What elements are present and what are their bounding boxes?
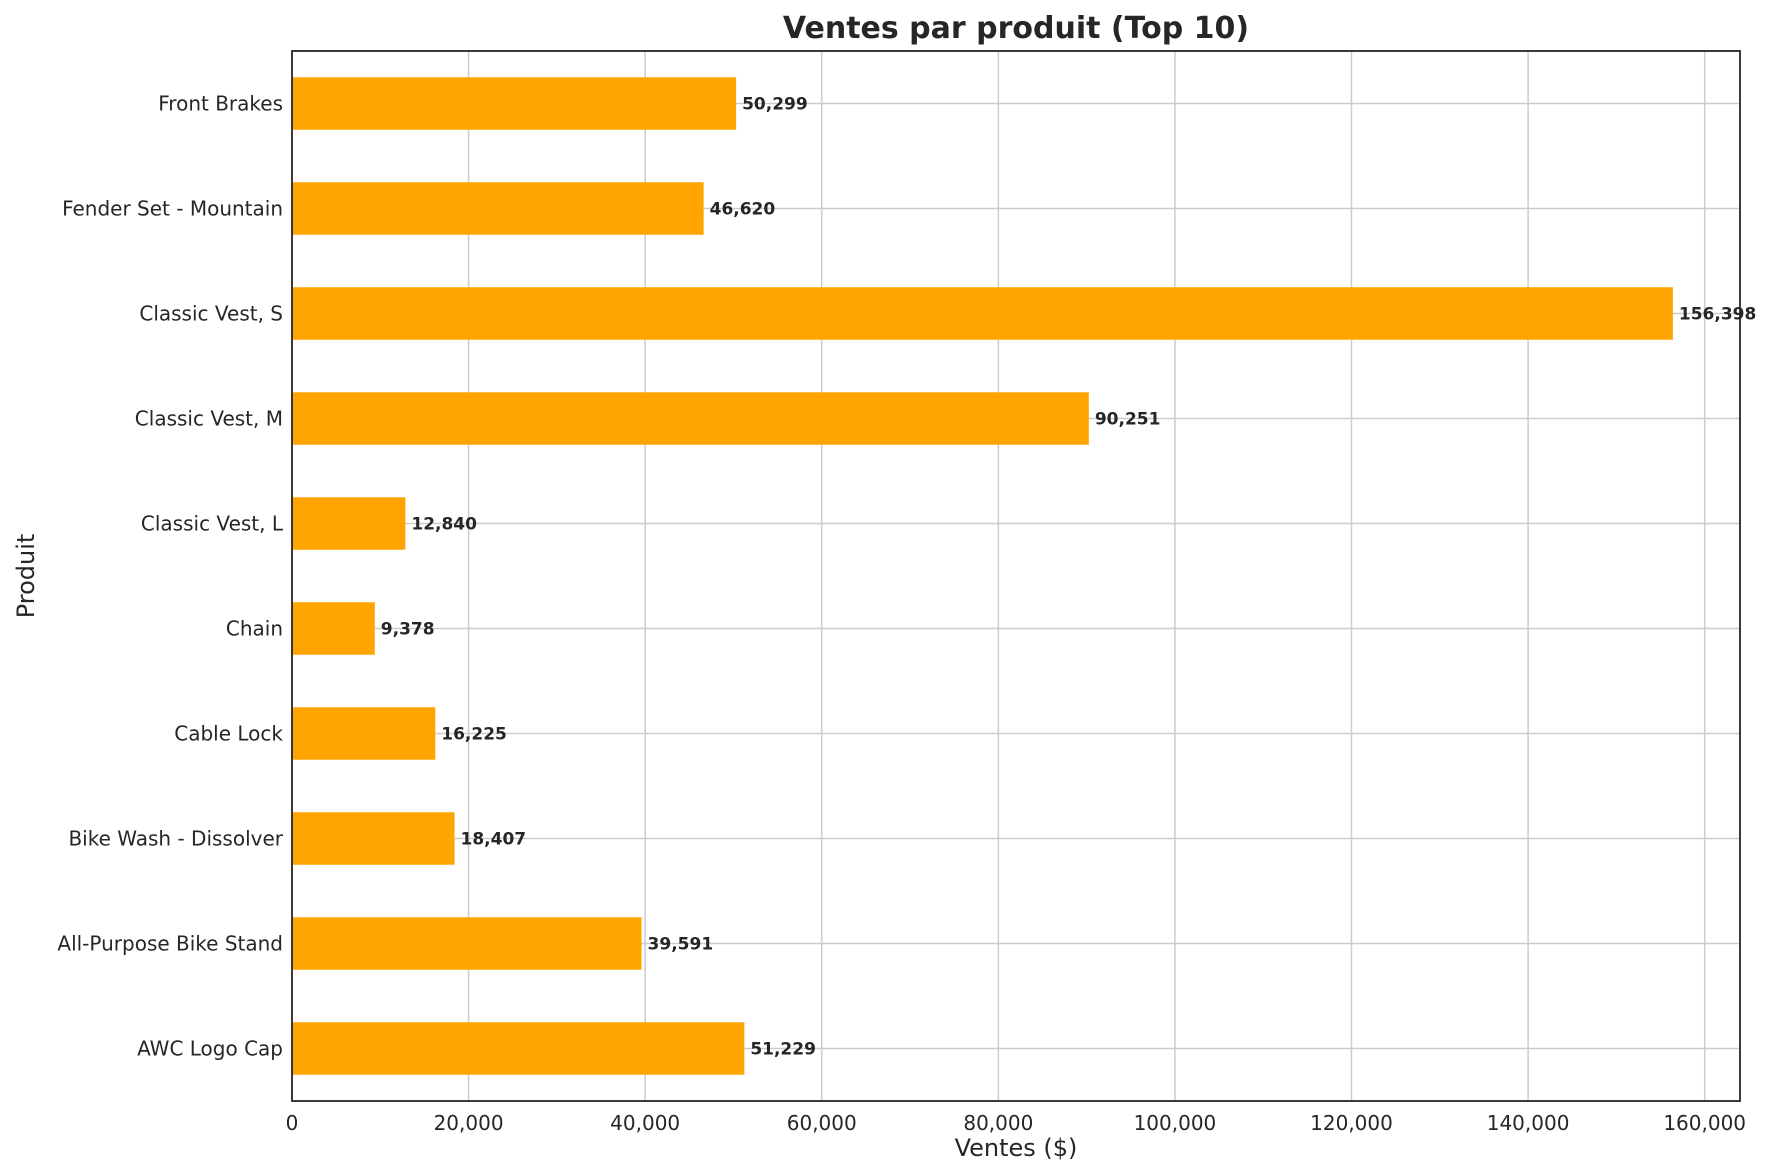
y-tick-labels: Front Brakes Fender Set - Mountain Classic… [57, 92, 283, 1061]
bar [292, 392, 1089, 445]
value-label: 50,299 [742, 95, 808, 115]
x-tick-label: 120,000 [1310, 1111, 1393, 1135]
value-label: 18,407 [461, 830, 527, 850]
bar [292, 1022, 745, 1075]
x-tick-label: 60,000 [787, 1111, 857, 1135]
bar [292, 917, 642, 970]
value-label: 46,620 [710, 200, 776, 220]
y-tick-label: Classic Vest, S [139, 302, 283, 326]
bar [292, 497, 406, 550]
y-axis-label: Produit [12, 534, 40, 619]
y-tick-label: Bike Wash - Dissolver [68, 827, 283, 851]
y-tick-label: Front Brakes [158, 92, 283, 116]
bar [292, 182, 704, 235]
value-label: 90,251 [1095, 410, 1161, 430]
value-labels: 50,299 46,620 156,398 90,251 12,840 9,378 16,2… [381, 95, 1757, 1060]
x-tick-label: 80,000 [963, 1111, 1033, 1135]
x-tick-label: 40,000 [610, 1111, 680, 1135]
bar [292, 707, 436, 760]
y-tick-label: Chain [226, 617, 283, 641]
bar [292, 812, 455, 865]
chart-title: Ventes par produit (Top 10) [783, 11, 1249, 46]
x-tick-label: 100,000 [1134, 1111, 1217, 1135]
x-tick-label: 140,000 [1487, 1111, 1570, 1135]
value-label: 39,591 [648, 935, 714, 955]
x-tick-labels: 0 20,000 40,000 60,000 80,000 100,000 120,000 1… [286, 1111, 1746, 1135]
value-label: 9,378 [381, 620, 435, 640]
bar [292, 287, 1673, 340]
bar [292, 77, 737, 130]
y-tick-label: Fender Set - Mountain [62, 197, 283, 221]
value-label: 12,840 [411, 515, 477, 535]
y-tick-label: AWC Logo Cap [137, 1037, 283, 1061]
value-label: 16,225 [441, 725, 507, 745]
bars [292, 77, 1673, 1075]
y-tick-label: Classic Vest, M [135, 407, 283, 431]
x-axis-label: Ventes ($) [955, 1134, 1078, 1162]
x-tick-label: 20,000 [434, 1111, 504, 1135]
x-tick-label: 0 [286, 1111, 299, 1135]
y-tick-label: Classic Vest, L [141, 512, 284, 536]
x-tick-label: 160,000 [1663, 1111, 1746, 1135]
value-label: 156,398 [1679, 305, 1756, 325]
plot-frame [291, 50, 1741, 1102]
y-tick-label: Cable Lock [174, 722, 283, 746]
y-tick-label: All-Purpose Bike Stand [57, 932, 283, 956]
value-label: 51,229 [750, 1040, 816, 1060]
bar [292, 602, 375, 655]
